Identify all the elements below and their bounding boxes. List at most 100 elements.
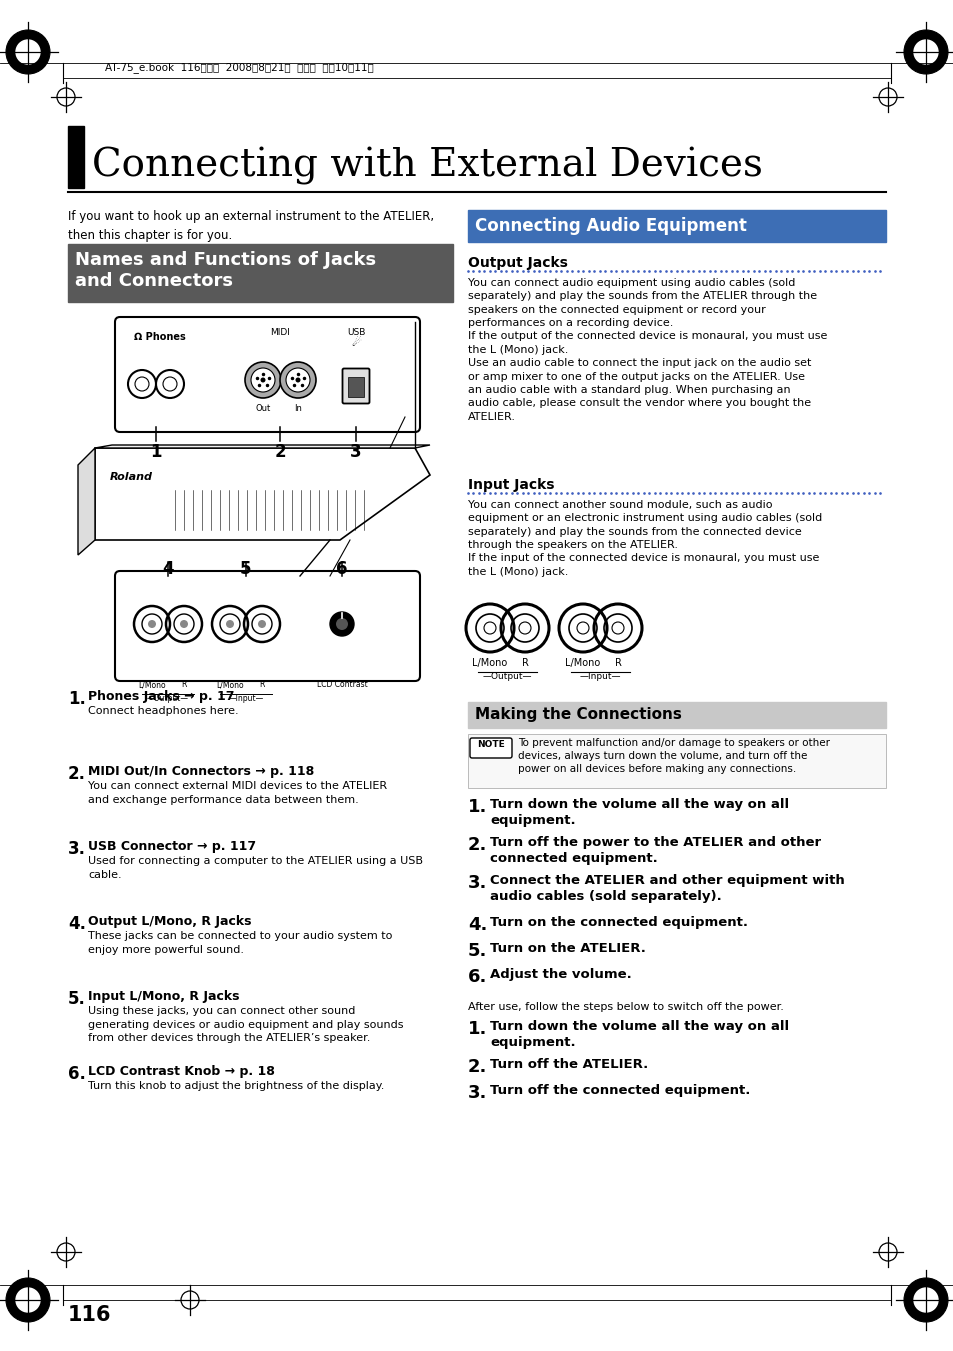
Text: Out: Out <box>255 404 271 413</box>
Text: 4.: 4. <box>68 915 86 934</box>
Text: You can connect audio equipment using audio cables (sold
separately) and play th: You can connect audio equipment using au… <box>468 278 826 422</box>
Text: Connect the ATELIER and other equipment with
audio cables (sold separately).: Connect the ATELIER and other equipment … <box>490 874 843 902</box>
Text: 3: 3 <box>350 443 361 461</box>
Circle shape <box>295 377 300 382</box>
Text: USB: USB <box>347 328 365 336</box>
Text: Input L/Mono, R Jacks: Input L/Mono, R Jacks <box>88 990 239 1002</box>
Text: Making the Connections: Making the Connections <box>475 707 681 721</box>
Text: Used for connecting a computer to the ATELIER using a USB
cable.: Used for connecting a computer to the AT… <box>88 857 422 880</box>
FancyBboxPatch shape <box>470 738 512 758</box>
Text: USB Connector → p. 117: USB Connector → p. 117 <box>88 840 255 852</box>
Circle shape <box>286 367 310 392</box>
Text: Turn on the connected equipment.: Turn on the connected equipment. <box>490 916 747 929</box>
Text: 6.: 6. <box>468 969 487 986</box>
Polygon shape <box>78 449 95 555</box>
Circle shape <box>335 617 348 630</box>
Text: Turn down the volume all the way on all
equipment.: Turn down the volume all the way on all … <box>490 1020 788 1048</box>
Text: 1.: 1. <box>68 690 86 708</box>
Text: These jacks can be connected to your audio system to
enjoy more powerful sound.: These jacks can be connected to your aud… <box>88 931 392 955</box>
Text: L/Mono: L/Mono <box>138 680 166 689</box>
Text: 1.: 1. <box>468 798 487 816</box>
Circle shape <box>913 1288 937 1312</box>
Text: R: R <box>521 658 528 667</box>
Text: —Output—: —Output— <box>147 694 189 703</box>
Text: Ω Phones: Ω Phones <box>133 332 186 342</box>
Circle shape <box>280 362 315 399</box>
Circle shape <box>6 30 50 74</box>
Text: 5.: 5. <box>468 942 487 961</box>
Text: Roland: Roland <box>110 471 152 482</box>
Text: 1.: 1. <box>468 1020 487 1038</box>
Text: Output Jacks: Output Jacks <box>468 255 567 270</box>
Circle shape <box>148 620 156 628</box>
Text: —Input—: —Input— <box>579 671 620 681</box>
FancyBboxPatch shape <box>342 369 369 404</box>
Text: MIDI Out/In Connectors → p. 118: MIDI Out/In Connectors → p. 118 <box>88 765 314 778</box>
Circle shape <box>16 41 40 63</box>
Text: Connecting Audio Equipment: Connecting Audio Equipment <box>475 218 746 235</box>
Text: R: R <box>259 680 264 689</box>
Text: If you want to hook up an external instrument to the ATELIER,
then this chapter : If you want to hook up an external instr… <box>68 209 434 242</box>
Text: 1: 1 <box>150 443 162 461</box>
Text: Turn on the ATELIER.: Turn on the ATELIER. <box>490 942 645 955</box>
Text: L/Mono: L/Mono <box>565 658 600 667</box>
Text: Connecting with External Devices: Connecting with External Devices <box>91 147 762 185</box>
Circle shape <box>16 1288 40 1312</box>
Text: After use, follow the steps below to switch off the power.: After use, follow the steps below to swi… <box>468 1002 783 1012</box>
FancyBboxPatch shape <box>115 317 419 432</box>
Text: Using these jacks, you can connect other sound
generating devices or audio equip: Using these jacks, you can connect other… <box>88 1006 403 1043</box>
Text: You can connect external MIDI devices to the ATELIER
and exchange performance da: You can connect external MIDI devices to… <box>88 781 387 805</box>
Bar <box>468 734 885 788</box>
Text: R: R <box>614 658 620 667</box>
Text: 5: 5 <box>240 561 252 578</box>
Text: Turn off the ATELIER.: Turn off the ATELIER. <box>490 1058 648 1071</box>
Text: —Output—: —Output— <box>482 671 532 681</box>
Bar <box>468 703 885 728</box>
Text: LCD Contrast Knob → p. 18: LCD Contrast Knob → p. 18 <box>88 1065 274 1078</box>
Text: 4: 4 <box>162 561 173 578</box>
Circle shape <box>226 620 233 628</box>
Text: R: R <box>181 680 187 689</box>
Text: Input Jacks: Input Jacks <box>468 478 554 492</box>
Text: In: In <box>294 404 301 413</box>
Text: 2: 2 <box>274 443 286 461</box>
Circle shape <box>903 1278 947 1323</box>
Circle shape <box>913 41 937 63</box>
Text: Connect headphones here.: Connect headphones here. <box>88 707 238 716</box>
Text: 3.: 3. <box>468 874 487 892</box>
Bar <box>468 209 885 242</box>
Text: NOTE: NOTE <box>476 740 504 748</box>
Polygon shape <box>95 444 430 449</box>
Text: 4.: 4. <box>468 916 487 934</box>
Text: —Input—: —Input— <box>228 694 263 703</box>
Text: AT-75_e.book  116ページ  2008年8月21日  木曜日  午前10時11分: AT-75_e.book 116ページ 2008年8月21日 木曜日 午前10時… <box>105 62 374 73</box>
Text: Turn off the connected equipment.: Turn off the connected equipment. <box>490 1084 750 1097</box>
Text: L/Mono: L/Mono <box>216 680 244 689</box>
Circle shape <box>330 612 354 636</box>
Circle shape <box>245 362 281 399</box>
Circle shape <box>251 367 274 392</box>
Text: 2.: 2. <box>468 836 487 854</box>
Circle shape <box>260 377 265 382</box>
Circle shape <box>6 1278 50 1323</box>
Text: 2.: 2. <box>68 765 86 784</box>
Text: 6.: 6. <box>68 1065 86 1084</box>
Text: Output L/Mono, R Jacks: Output L/Mono, R Jacks <box>88 915 252 928</box>
Polygon shape <box>95 449 430 540</box>
Text: L/Mono: L/Mono <box>472 658 507 667</box>
Text: 2.: 2. <box>468 1058 487 1075</box>
Text: MIDI: MIDI <box>270 328 290 336</box>
Text: ☄: ☄ <box>351 338 360 349</box>
Text: 5.: 5. <box>68 990 86 1008</box>
Text: Turn this knob to adjust the brightness of the display.: Turn this knob to adjust the brightness … <box>88 1081 384 1092</box>
Circle shape <box>257 620 266 628</box>
Text: Phones Jacks → p. 17: Phones Jacks → p. 17 <box>88 690 234 703</box>
Text: Turn off the power to the ATELIER and other
connected equipment.: Turn off the power to the ATELIER and ot… <box>490 836 821 865</box>
Text: 6: 6 <box>335 561 348 578</box>
Text: LCD Contrast: LCD Contrast <box>316 680 367 689</box>
Circle shape <box>903 30 947 74</box>
Circle shape <box>180 620 188 628</box>
Text: You can connect another sound module, such as audio
equipment or an electronic i: You can connect another sound module, su… <box>468 500 821 577</box>
Bar <box>68 126 84 188</box>
Text: To prevent malfunction and/or damage to speakers or other
devices, always turn d: To prevent malfunction and/or damage to … <box>517 738 829 774</box>
